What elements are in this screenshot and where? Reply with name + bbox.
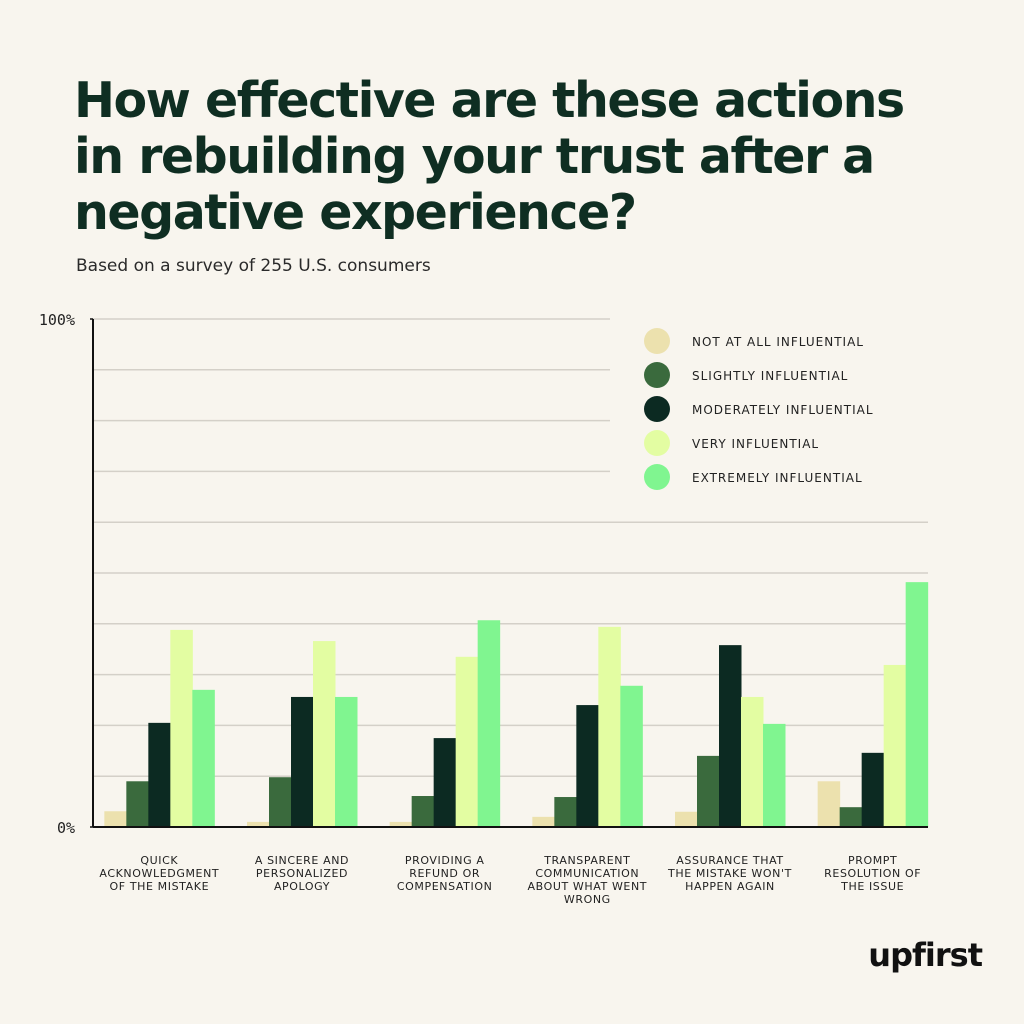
bar [741, 696, 764, 827]
chart-title: in rebuilding your trust after a [74, 128, 874, 185]
legend-swatch [644, 396, 670, 422]
bar [576, 705, 599, 827]
chart-title: negative experience? [74, 184, 636, 241]
x-tick-label: COMPENSATION [397, 880, 493, 893]
bar [763, 723, 786, 827]
x-tick-label: TRANSPARENT [543, 854, 630, 867]
bar [861, 752, 885, 827]
x-tick-label: RESOLUTION OF [824, 867, 921, 880]
bar [905, 582, 929, 827]
x-tick-label: PERSONALIZED [256, 867, 348, 880]
legend-swatch [644, 328, 670, 354]
bar [170, 629, 193, 827]
y-tick-label: 100% [39, 311, 75, 329]
subtitle: Based on a survey of 255 U.S. consumers [76, 256, 431, 276]
x-tick-label: PROVIDING A [405, 854, 485, 867]
chart-title: How effective are these actions [74, 72, 904, 129]
y-tick-label: 0% [57, 819, 75, 837]
x-tick-label: QUICK [140, 854, 178, 867]
legend-label: NOT AT ALL INFLUENTIAL [692, 335, 864, 349]
bar [554, 797, 577, 827]
bar [883, 664, 907, 827]
bar [697, 755, 720, 827]
x-tick-label: REFUND OR [409, 867, 480, 880]
bar [313, 641, 336, 827]
bar [477, 620, 501, 827]
x-tick-label: THE MISTAKE WON'T [667, 867, 792, 880]
x-tick-label: ACKNOWLEDGMENT [99, 867, 219, 880]
bar [192, 689, 215, 827]
bar [817, 781, 841, 827]
legend-label: VERY INFLUENTIAL [692, 437, 819, 451]
bar [433, 738, 457, 827]
legend-swatch [644, 464, 670, 490]
x-tick-label: APOLOGY [274, 880, 330, 893]
bar [598, 626, 621, 827]
x-tick-label: ABOUT WHAT WENT [528, 880, 648, 893]
bar [675, 811, 698, 827]
bar [532, 816, 555, 827]
legend-swatch [644, 362, 670, 388]
bar [269, 777, 292, 827]
x-tick-label: A SINCERE AND [255, 854, 349, 867]
bar [411, 796, 435, 827]
bar [247, 821, 270, 827]
bar [291, 696, 314, 827]
bar [719, 645, 742, 827]
x-tick-label: COMMUNICATION [535, 867, 639, 880]
bar [148, 722, 171, 827]
logo: upfirst [868, 936, 982, 974]
x-tick-label: WRONG [564, 893, 611, 906]
bar [335, 696, 358, 827]
bar [455, 656, 479, 827]
x-tick-label: THE ISSUE [840, 880, 904, 893]
legend-swatch [644, 430, 670, 456]
bar [620, 685, 643, 827]
bar [389, 821, 413, 827]
legend-label: EXTREMELY INFLUENTIAL [692, 471, 863, 485]
bar [104, 811, 127, 827]
x-tick-label: HAPPEN AGAIN [685, 880, 775, 893]
legend-label: MODERATELY INFLUENTIAL [692, 403, 874, 417]
bar [126, 781, 149, 827]
legend-label: SLIGHTLY INFLUENTIAL [692, 369, 848, 383]
x-tick-label: PROMPT [848, 854, 897, 867]
x-tick-label: OF THE MISTAKE [110, 880, 210, 893]
x-tick-label: ASSURANCE THAT [676, 854, 783, 867]
bar [839, 807, 863, 827]
